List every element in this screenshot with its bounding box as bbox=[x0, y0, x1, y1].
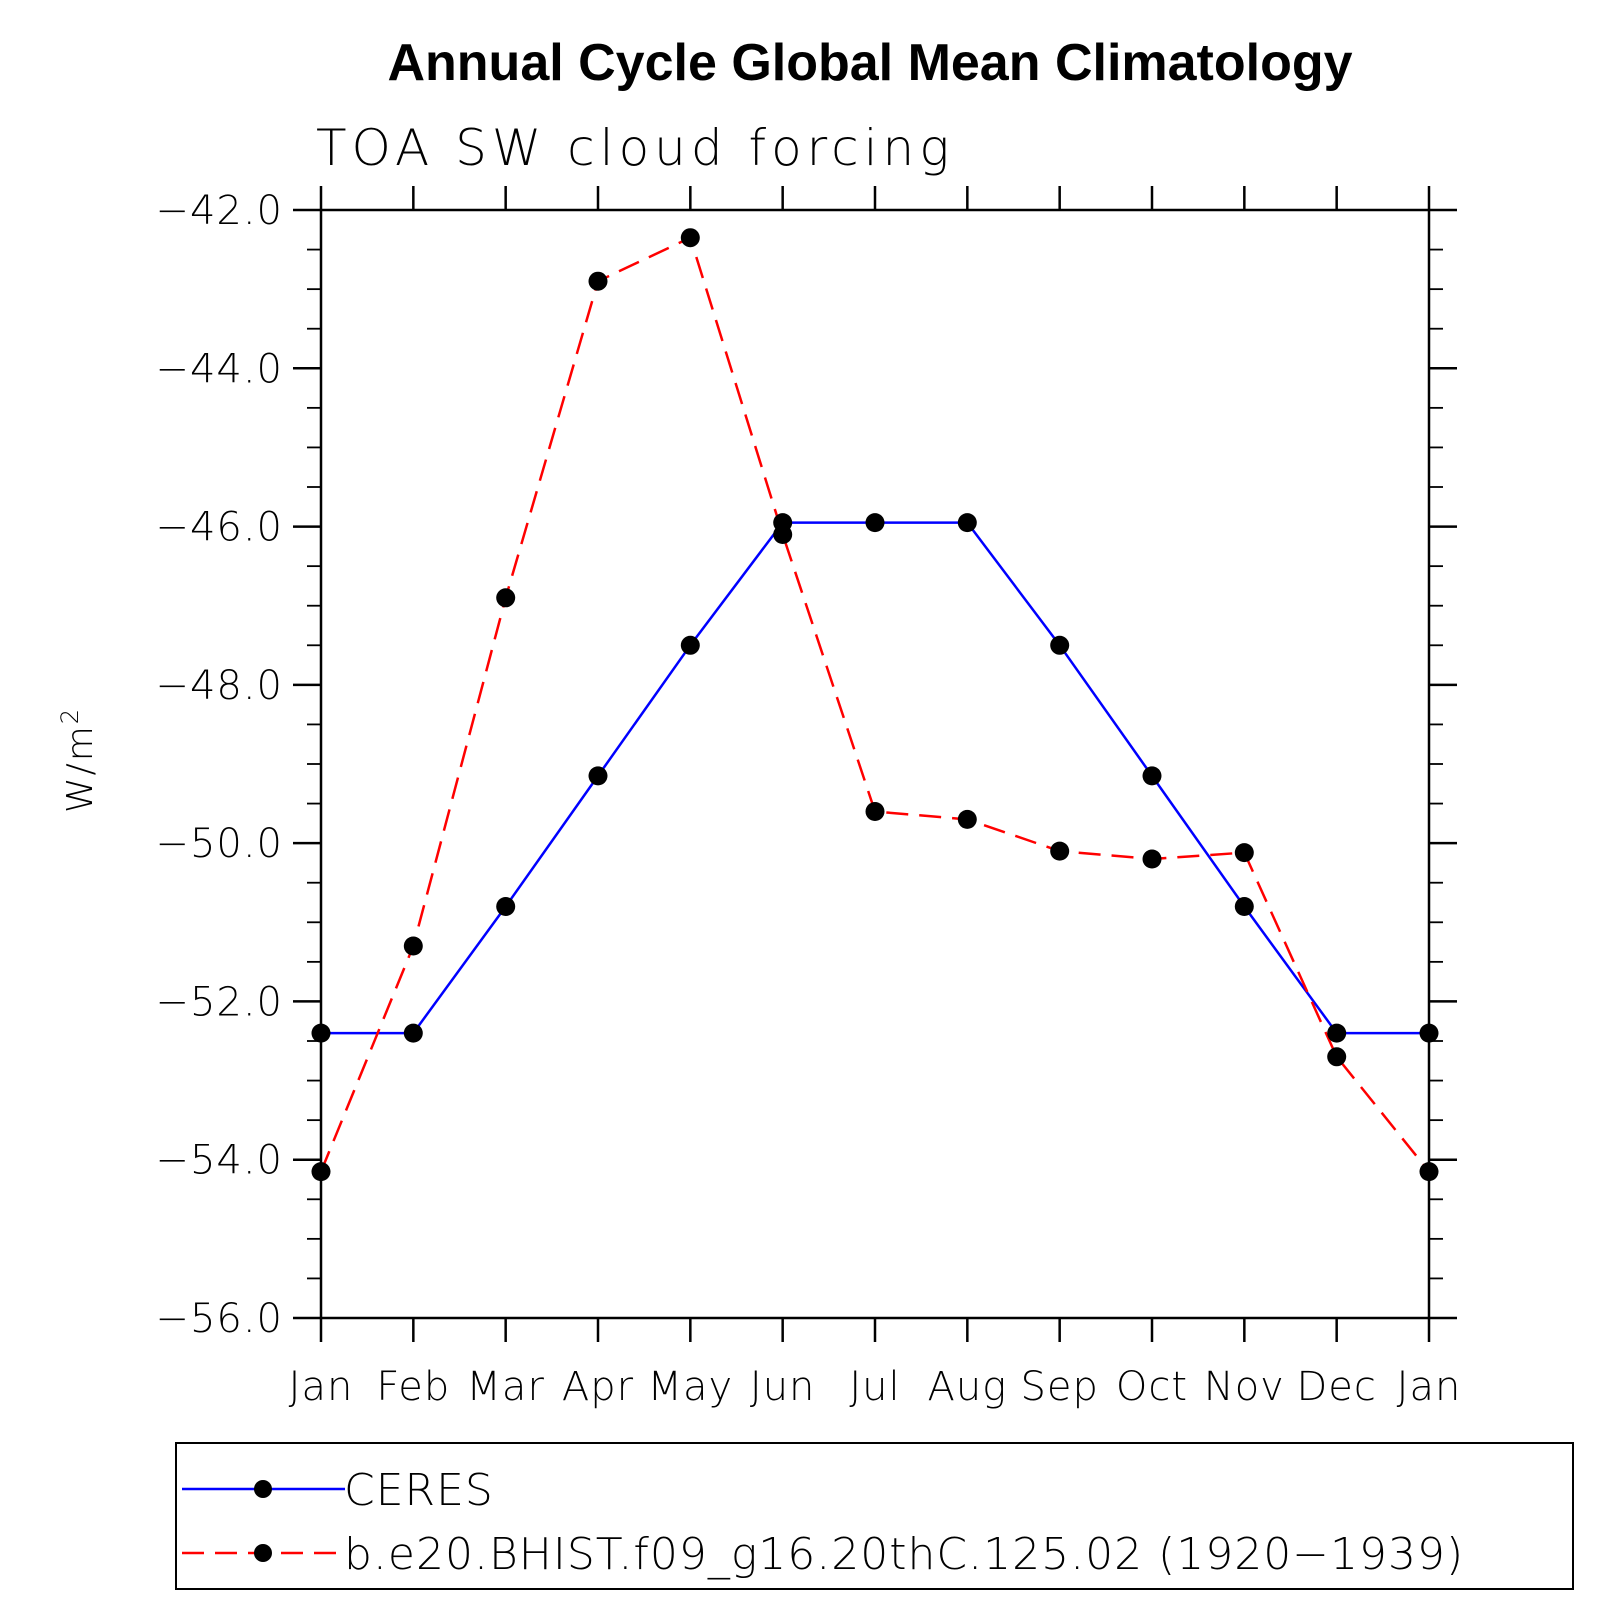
data-point-ceres bbox=[403, 1023, 423, 1043]
x-tick-label: Mar bbox=[466, 1364, 544, 1410]
legend-marker-ceres bbox=[254, 1480, 272, 1498]
plot-frame bbox=[319, 208, 1431, 1320]
y-tick-label: −56.0 bbox=[155, 1296, 283, 1342]
y-tick-label: −54.0 bbox=[155, 1138, 283, 1184]
y-tick-labels: −42.0 −44.0 −46.0 −48.0 −50.0 −52.0 −54.0 −56.0 bbox=[155, 188, 283, 1342]
x-tick-label: Sep bbox=[1020, 1364, 1098, 1410]
legend-label-model: b.e20.BHIST.f09_g16.20thC.125.02 (1920−1… bbox=[344, 1529, 1464, 1580]
x-tick-label: Apr bbox=[562, 1364, 634, 1410]
data-point-model bbox=[1419, 1162, 1439, 1182]
data-point-model bbox=[496, 588, 516, 608]
x-tick-label: Jan bbox=[289, 1364, 354, 1410]
y-tick-label: −52.0 bbox=[155, 979, 283, 1025]
y-axis-label: W/m2 bbox=[56, 707, 101, 813]
y-axis-label-superscript: 2 bbox=[56, 707, 84, 724]
data-point-ceres bbox=[496, 897, 516, 916]
x-tick-labels: Jan Feb Mar Apr May Jun Jul Aug Sep Oct Nov Dec Jan bbox=[289, 1364, 1462, 1410]
data-point-ceres bbox=[311, 1023, 331, 1043]
y-tick-label: −48.0 bbox=[155, 663, 283, 709]
legend-label-ceres: CERES bbox=[344, 1465, 494, 1516]
data-point-ceres bbox=[1050, 635, 1070, 655]
series-points bbox=[311, 228, 1439, 1182]
data-point-model bbox=[1327, 1047, 1347, 1067]
data-point-model bbox=[1142, 849, 1162, 869]
data-point-model bbox=[311, 1162, 331, 1182]
x-tick-label: Jan bbox=[1397, 1364, 1462, 1410]
x-tick-label: Nov bbox=[1204, 1364, 1285, 1410]
data-point-ceres bbox=[680, 635, 700, 655]
axis-ticks bbox=[293, 186, 1457, 1342]
data-point-model bbox=[957, 809, 977, 829]
x-tick-label: Aug bbox=[927, 1364, 1007, 1410]
series-lines bbox=[319, 236, 1430, 1173]
data-point-ceres bbox=[1234, 897, 1254, 916]
data-point-model bbox=[1050, 841, 1070, 861]
y-tick-label: −42.0 bbox=[155, 188, 283, 234]
data-point-ceres bbox=[588, 766, 608, 786]
x-tick-label: Dec bbox=[1296, 1364, 1376, 1410]
x-tick-label: Jul bbox=[849, 1364, 900, 1410]
svg-text:W/m2: W/m2 bbox=[56, 707, 101, 813]
data-point-model bbox=[865, 802, 885, 821]
data-point-ceres bbox=[1419, 1023, 1439, 1043]
y-tick-label: −46.0 bbox=[155, 505, 283, 551]
data-point-model bbox=[680, 228, 700, 248]
data-point-ceres bbox=[1327, 1023, 1347, 1043]
data-point-model bbox=[773, 525, 793, 544]
legend-box bbox=[175, 1442, 1574, 1590]
x-tick-label: Oct bbox=[1116, 1364, 1188, 1410]
y-tick-label: −44.0 bbox=[155, 346, 283, 392]
series-line-ceres bbox=[321, 521, 1429, 1035]
x-tick-label: Feb bbox=[376, 1364, 450, 1410]
chart-subtitle: TOA SW cloud forcing bbox=[316, 119, 954, 177]
data-point-model bbox=[403, 936, 423, 956]
x-tick-label: Jun bbox=[750, 1364, 816, 1410]
legend: CERES b.e20.BHIST.f09_g16.20thC.125.02 (… bbox=[175, 1442, 1574, 1590]
x-tick-label: May bbox=[647, 1364, 733, 1410]
data-point-ceres bbox=[865, 513, 885, 533]
data-point-model bbox=[1234, 843, 1254, 863]
plot-border bbox=[319, 208, 1431, 1320]
data-point-ceres bbox=[1142, 766, 1162, 786]
data-point-model bbox=[588, 271, 608, 291]
legend-marker-model bbox=[254, 1544, 272, 1562]
y-axis-label-text: W/m bbox=[60, 724, 101, 813]
y-tick-label: −50.0 bbox=[155, 821, 283, 867]
data-point-ceres bbox=[957, 513, 977, 533]
chart-title: Annual Cycle Global Mean Climatology bbox=[387, 34, 1352, 92]
series-line-model bbox=[319, 236, 1430, 1173]
